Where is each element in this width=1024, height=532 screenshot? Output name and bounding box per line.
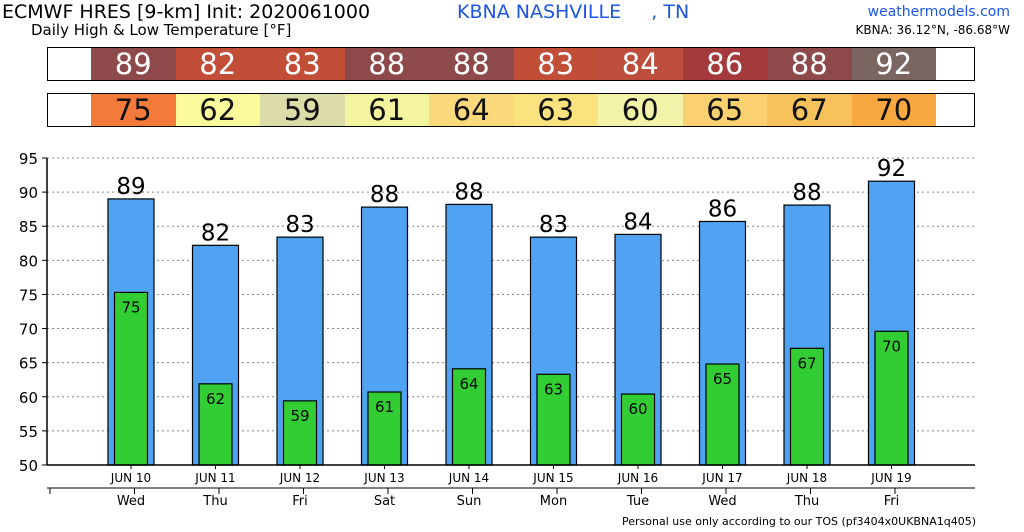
low-cell: 75 bbox=[91, 94, 176, 127]
low-cell: 60 bbox=[598, 94, 683, 127]
high-cell: 86 bbox=[682, 48, 767, 81]
low-bar bbox=[874, 330, 909, 466]
high-cell: 88 bbox=[429, 48, 514, 81]
weekday-label: Sun bbox=[457, 494, 482, 509]
high-bar-label: 86 bbox=[708, 196, 737, 222]
chart-subtitle: Daily High & Low Temperature [°F] bbox=[31, 21, 292, 39]
weekday-label: Mon bbox=[540, 494, 567, 509]
low-bar-label: 67 bbox=[797, 354, 816, 372]
x-tick-label: JUN 16 bbox=[617, 471, 658, 485]
station-name: KBNA NASHVILLE , TN bbox=[457, 1, 690, 23]
low-bar bbox=[198, 383, 233, 466]
high-bar-label: 84 bbox=[623, 209, 652, 235]
y-tick-label: 55 bbox=[19, 423, 38, 441]
high-cell: 84 bbox=[598, 48, 683, 81]
x-tick-label: JUN 17 bbox=[701, 471, 742, 485]
weekday-label: Wed bbox=[117, 494, 145, 509]
high-temperature-strip: 89 82 83 88 88 83 84 86 88 92 bbox=[47, 47, 975, 81]
high-bar-label: 89 bbox=[116, 174, 145, 200]
low-temperature-strip: 75 62 59 61 64 63 60 65 67 70 bbox=[47, 93, 975, 127]
high-cell: 83 bbox=[513, 48, 598, 81]
low-bar bbox=[789, 347, 825, 466]
low-cell: 70 bbox=[851, 94, 936, 127]
high-bar-label: 83 bbox=[285, 212, 314, 238]
high-cell: 83 bbox=[260, 48, 345, 81]
low-cell: 62 bbox=[175, 94, 260, 127]
y-tick-label: 70 bbox=[19, 321, 38, 339]
low-bar-label: 65 bbox=[713, 370, 732, 388]
x-tick-label: JUN 11 bbox=[194, 471, 235, 485]
high-bar-label: 88 bbox=[370, 182, 399, 208]
weekday-label: Tue bbox=[626, 494, 649, 509]
low-bar-label: 62 bbox=[206, 390, 225, 408]
low-bar-label: 61 bbox=[375, 398, 394, 416]
x-tick-label: JUN 10 bbox=[110, 471, 151, 485]
model-title: ECMWF HRES [9-km] Init: 2020061000 bbox=[2, 1, 371, 23]
y-tick-label: 85 bbox=[19, 218, 38, 236]
low-bar bbox=[451, 368, 487, 466]
high-cell: 92 bbox=[851, 48, 936, 81]
low-bar bbox=[113, 291, 149, 466]
high-cell: 88 bbox=[344, 48, 429, 81]
low-cell: 64 bbox=[429, 94, 514, 127]
low-cell: 59 bbox=[260, 94, 345, 127]
weekday-label: Wed bbox=[708, 494, 736, 509]
high-cell: 88 bbox=[767, 48, 852, 81]
x-tick-label: JUN 18 bbox=[786, 471, 827, 485]
low-bar bbox=[367, 391, 402, 466]
x-tick-label: JUN 15 bbox=[532, 471, 573, 485]
y-tick-label: 95 bbox=[19, 150, 38, 168]
low-cell: 65 bbox=[682, 94, 767, 127]
low-cell: 63 bbox=[513, 94, 598, 127]
low-bar-label: 59 bbox=[290, 407, 309, 425]
low-bar bbox=[282, 400, 318, 466]
y-tick-label: 75 bbox=[19, 286, 38, 304]
low-bar-label: 70 bbox=[882, 337, 901, 355]
y-tick-label: 80 bbox=[19, 252, 38, 270]
low-bar-label: 64 bbox=[459, 375, 478, 393]
low-cell: 67 bbox=[767, 94, 852, 127]
x-tick-label: JUN 14 bbox=[448, 471, 489, 485]
low-bar-label: 63 bbox=[544, 380, 563, 398]
weekday-label: Thu bbox=[794, 494, 819, 509]
y-tick-label: 50 bbox=[19, 457, 38, 475]
high-cell: 89 bbox=[91, 48, 176, 81]
low-bar-label: 75 bbox=[121, 298, 140, 316]
y-tick-label: 60 bbox=[19, 389, 38, 407]
high-bar-label: 88 bbox=[454, 179, 483, 205]
low-cell: 61 bbox=[344, 94, 429, 127]
low-bar bbox=[536, 373, 571, 466]
footer-notice: Personal use only according to our TOS (… bbox=[622, 515, 976, 528]
x-tick-label: JUN 12 bbox=[279, 471, 320, 485]
weekday-label: Sat bbox=[374, 494, 395, 509]
station-coordinates: KBNA: 36.12°N, -86.68°W bbox=[855, 23, 1010, 37]
high-bar-label: 88 bbox=[792, 180, 821, 206]
weekday-label: Fri bbox=[884, 494, 900, 509]
high-bar-label: 92 bbox=[877, 156, 906, 182]
y-tick-label: 65 bbox=[19, 355, 38, 373]
x-tick-label: JUN 13 bbox=[363, 471, 404, 485]
high-bar-label: 82 bbox=[201, 220, 230, 246]
weekday-label: Thu bbox=[202, 494, 227, 509]
high-bar-label: 83 bbox=[539, 212, 568, 238]
low-bar-label: 60 bbox=[628, 400, 647, 418]
y-tick-label: 90 bbox=[19, 184, 38, 202]
x-tick-label: JUN 19 bbox=[870, 471, 911, 485]
credit-link[interactable]: weathermodels.com bbox=[867, 4, 1010, 20]
low-bar bbox=[620, 393, 656, 466]
high-cell: 82 bbox=[175, 48, 260, 81]
weekday-label: Fri bbox=[292, 494, 308, 509]
